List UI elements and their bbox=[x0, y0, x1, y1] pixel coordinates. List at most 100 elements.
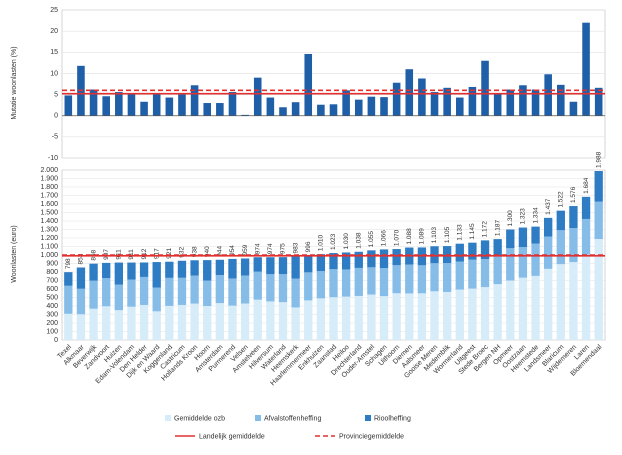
y-tick-label: 600 bbox=[46, 286, 58, 293]
bar-segment bbox=[64, 285, 73, 314]
y-tick-label: 900 bbox=[46, 260, 58, 267]
bar-segment bbox=[215, 303, 225, 340]
bar-segment bbox=[291, 256, 300, 279]
bar bbox=[430, 92, 439, 116]
total-label: 1.105 bbox=[444, 226, 451, 243]
bar-segment bbox=[569, 228, 578, 263]
total-label: 974 bbox=[254, 243, 261, 254]
bar-segment bbox=[304, 300, 313, 340]
bar-segment bbox=[203, 306, 212, 340]
bar-segment bbox=[127, 262, 136, 280]
bar bbox=[569, 101, 578, 116]
bar bbox=[190, 85, 199, 116]
bar-segment bbox=[518, 247, 528, 278]
bar-segment bbox=[165, 305, 174, 340]
bar-segment bbox=[354, 267, 363, 296]
total-label: 1.323 bbox=[520, 208, 527, 225]
bar-segment bbox=[531, 275, 540, 340]
bar-segment bbox=[506, 280, 515, 340]
bar-segment bbox=[152, 311, 161, 340]
bar-segment bbox=[329, 253, 338, 270]
bar-segment bbox=[64, 272, 73, 286]
bar bbox=[329, 104, 338, 116]
bar bbox=[342, 90, 350, 116]
bar-segment bbox=[430, 263, 439, 292]
bar-segment bbox=[392, 293, 401, 340]
bar bbox=[392, 82, 401, 116]
bar bbox=[380, 97, 388, 116]
bar-segment bbox=[291, 278, 300, 308]
bar-segment bbox=[228, 278, 237, 306]
legend-label: Provinciegemiddelde bbox=[339, 433, 404, 440]
bar-segment bbox=[430, 291, 439, 340]
bar-segment bbox=[367, 294, 376, 340]
bar-segment bbox=[114, 262, 123, 285]
bar-segment bbox=[379, 268, 389, 297]
bar-segment bbox=[455, 289, 464, 340]
bar-segment bbox=[341, 296, 351, 340]
bar-segment bbox=[594, 171, 603, 202]
bar-segment bbox=[556, 230, 565, 265]
bar-segment bbox=[493, 239, 502, 257]
total-label: 917 bbox=[153, 248, 160, 259]
bar-segment bbox=[203, 260, 212, 281]
bar bbox=[115, 92, 123, 116]
total-label: 1.030 bbox=[343, 233, 350, 250]
bar-segment bbox=[76, 267, 86, 289]
total-label: 1.088 bbox=[406, 228, 413, 245]
bar bbox=[152, 94, 161, 116]
bar-segment bbox=[379, 249, 389, 269]
bar bbox=[216, 103, 224, 116]
bar-segment bbox=[569, 206, 578, 229]
y-tick-label: -10 bbox=[48, 155, 58, 162]
bar-segment bbox=[392, 249, 401, 266]
bar-segment bbox=[531, 243, 540, 276]
bar bbox=[519, 85, 527, 116]
bar-segment bbox=[442, 291, 452, 340]
total-label: 1.684 bbox=[583, 177, 590, 194]
y-tick-label: 1.700 bbox=[40, 192, 58, 199]
total-label: 959 bbox=[242, 244, 249, 255]
bar-segment bbox=[102, 262, 111, 279]
bar-segment bbox=[278, 302, 288, 340]
bar-segment bbox=[392, 265, 401, 294]
bar-segment bbox=[253, 299, 262, 340]
bar-segment bbox=[556, 264, 565, 340]
y-tick-label: 1.800 bbox=[40, 184, 58, 191]
total-label: 996 bbox=[305, 241, 312, 252]
bar bbox=[506, 89, 515, 116]
bar bbox=[531, 89, 540, 116]
y-axis-label: Mutatie woonlasten (%) bbox=[11, 46, 18, 119]
total-label: 1.576 bbox=[570, 186, 577, 203]
y-tick-label: 300 bbox=[46, 311, 58, 318]
bar bbox=[140, 101, 148, 116]
bar-segment bbox=[367, 267, 376, 295]
bar bbox=[89, 89, 98, 116]
bar-segment bbox=[228, 305, 237, 340]
bar-segment bbox=[278, 274, 288, 303]
bar-segment bbox=[127, 279, 136, 307]
bar-segment bbox=[480, 259, 490, 288]
y-tick-label: 2.000 bbox=[40, 167, 58, 174]
total-label: 1.300 bbox=[507, 210, 514, 227]
legend-label: Afvalstoffenheffing bbox=[264, 415, 321, 422]
total-label: 1.038 bbox=[355, 232, 362, 249]
total-label: 1.145 bbox=[469, 223, 476, 240]
bar-segment bbox=[468, 242, 477, 260]
bar-segment bbox=[89, 263, 98, 281]
legend-swatch bbox=[365, 415, 371, 421]
bar-segment bbox=[102, 306, 111, 340]
y-tick-label: 0 bbox=[54, 113, 58, 120]
total-label: 1.023 bbox=[330, 233, 337, 250]
bar-segment bbox=[266, 257, 275, 275]
total-label: 1.187 bbox=[494, 219, 501, 236]
total-label: 911 bbox=[116, 249, 123, 260]
total-label: 983 bbox=[292, 242, 299, 253]
bar-segment bbox=[278, 257, 288, 275]
bar-segment bbox=[165, 261, 174, 278]
y-tick-label: -5 bbox=[52, 134, 58, 141]
bar-segment bbox=[329, 269, 338, 298]
bar-segment bbox=[177, 277, 187, 305]
bar-segment bbox=[291, 307, 300, 340]
bar-segment bbox=[518, 227, 528, 248]
